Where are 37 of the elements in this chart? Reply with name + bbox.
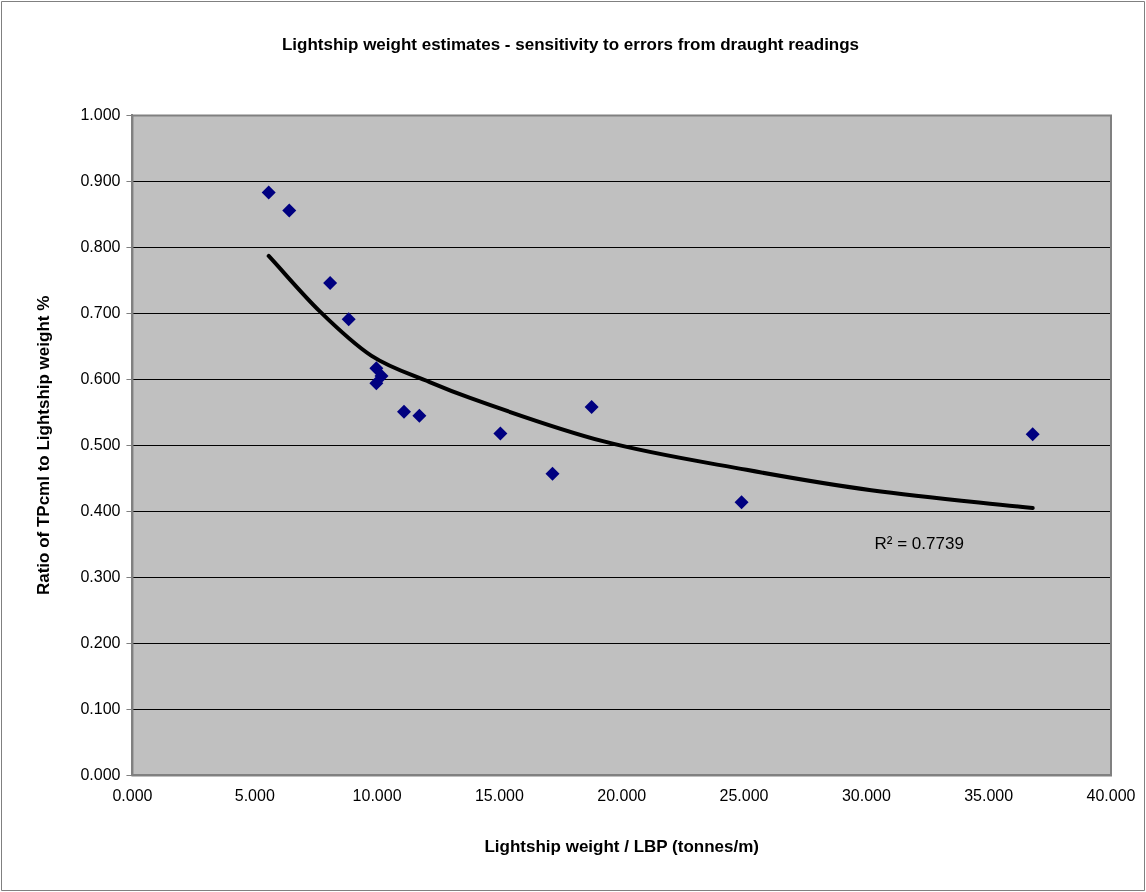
- x-tick-label: 15.000: [474, 787, 524, 805]
- chart-title: Lightship weight estimates - sensitivity to errors from draught readings: [281, 34, 860, 54]
- x-axis-title: Lightship weight / LBP (tonnes/m): [484, 837, 759, 857]
- point: [584, 400, 599, 415]
- y-tick-label: 0.400: [80, 501, 121, 519]
- point: [369, 361, 384, 376]
- point: [323, 276, 338, 291]
- y-tick-label: 0.200: [80, 633, 121, 651]
- annotation: R² = 0.7739: [874, 534, 964, 554]
- x-tick-label: 20.000: [597, 787, 647, 805]
- x-tick-label: 35.000: [964, 787, 1014, 805]
- point: [493, 426, 508, 441]
- x-tick-label: 40.000: [1086, 787, 1136, 805]
- point: [369, 376, 384, 391]
- point: [261, 185, 276, 200]
- x-tick-label: 0.000: [112, 787, 153, 805]
- point: [1025, 427, 1040, 442]
- y-tick-label: 0.500: [80, 435, 121, 453]
- x-tick-label: 25.000: [719, 787, 769, 805]
- x-tick-label: 10.000: [352, 787, 402, 805]
- y-axis-title: Ratio of TPcml to Lightship weight %: [33, 295, 53, 596]
- point: [282, 203, 297, 218]
- y-tick-label: 1.000: [80, 105, 121, 123]
- point: [734, 495, 749, 510]
- y-tick-label: 0.100: [80, 699, 121, 717]
- y-tick-label: 0.000: [80, 765, 121, 783]
- y-tick-label: 0.900: [80, 171, 121, 189]
- y-tick-label: 0.800: [80, 237, 121, 255]
- point: [341, 312, 356, 327]
- x-tick-label: 30.000: [841, 787, 891, 805]
- y-tick-label: 0.700: [80, 303, 121, 321]
- y-tick-label: 0.600: [80, 369, 121, 387]
- x-tick-label: 5.000: [234, 787, 275, 805]
- y-tick-label: 0.300: [80, 567, 121, 585]
- point: [412, 408, 427, 423]
- point: [396, 404, 411, 419]
- point: [545, 466, 560, 481]
